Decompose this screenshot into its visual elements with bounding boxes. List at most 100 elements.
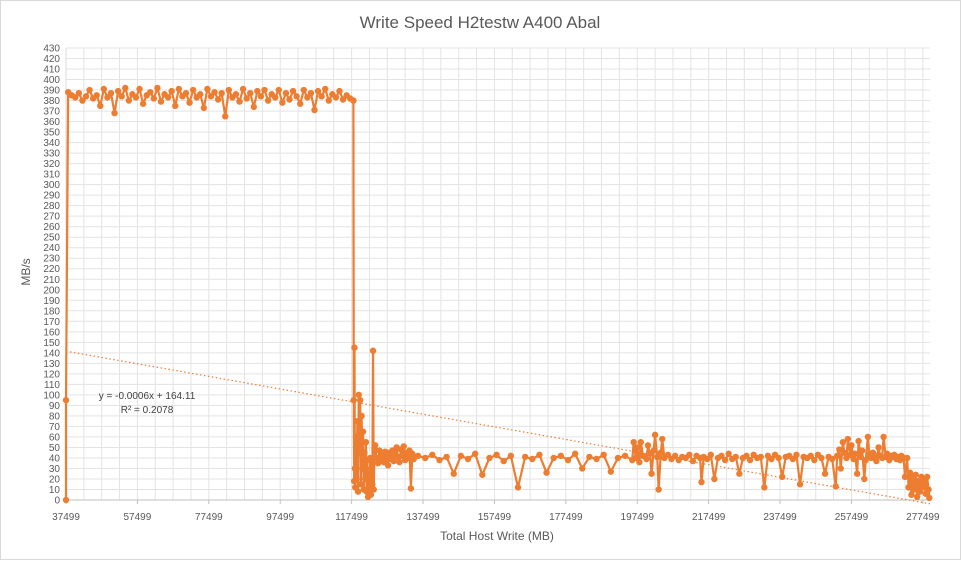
- data-point: [864, 433, 872, 441]
- y-tick-label: 270: [43, 212, 60, 223]
- data-point: [529, 455, 536, 463]
- data-point: [356, 396, 364, 404]
- data-point: [711, 475, 718, 483]
- data-point: [132, 94, 140, 101]
- data-point: [350, 396, 357, 404]
- data-point: [853, 470, 861, 477]
- data-point: [111, 109, 118, 117]
- data-point: [282, 90, 290, 97]
- y-tick-label: 190: [43, 296, 60, 307]
- data-point: [880, 433, 887, 441]
- y-tick-label: 30: [49, 464, 61, 475]
- y-tick-label: 220: [43, 264, 60, 275]
- data-point: [725, 450, 732, 457]
- y-axis-title: MB/s: [19, 258, 33, 285]
- data-point: [189, 86, 197, 94]
- data-point: [479, 471, 486, 478]
- data-point: [686, 451, 693, 458]
- data-point: [168, 87, 175, 95]
- data-point: [204, 85, 211, 93]
- y-tick-label: 290: [43, 191, 60, 202]
- data-point: [486, 454, 493, 462]
- x-tick-label: 217499: [692, 512, 726, 523]
- data-point: [175, 85, 183, 93]
- data-point: [862, 456, 869, 464]
- data-point: [637, 438, 645, 446]
- y-tick-label: 250: [43, 233, 60, 244]
- data-point: [182, 90, 190, 97]
- data-point: [318, 93, 325, 100]
- y-tick-label: 140: [43, 348, 60, 359]
- data-point: [443, 453, 450, 461]
- data-point: [450, 470, 457, 477]
- data-point: [307, 90, 315, 97]
- data-point: [214, 96, 222, 103]
- data-point: [630, 438, 637, 446]
- data-point: [746, 456, 754, 464]
- data-point: [789, 455, 797, 463]
- y-tick-label: 260: [43, 222, 60, 233]
- y-tick-label: 360: [43, 117, 60, 128]
- data-series: [62, 84, 933, 504]
- data-point: [222, 113, 229, 120]
- chart-title: Write Speed H2testw A400 Abal: [360, 13, 601, 32]
- data-point: [857, 453, 864, 461]
- data-point: [818, 454, 825, 462]
- data-point: [457, 452, 465, 460]
- axes: 0102030405060708090100110120130140150160…: [43, 44, 940, 524]
- data-point: [648, 470, 655, 477]
- data-point: [657, 449, 665, 456]
- data-point: [923, 473, 931, 481]
- data-point: [154, 84, 161, 92]
- data-point: [325, 97, 332, 104]
- data-point: [643, 455, 650, 463]
- x-tick-label: 277499: [906, 512, 940, 523]
- x-tick-label: 197499: [621, 512, 655, 523]
- y-tick-label: 60: [49, 432, 61, 443]
- data-point: [100, 85, 108, 93]
- data-point: [136, 85, 143, 93]
- data-point: [197, 91, 204, 98]
- data-point: [336, 87, 343, 95]
- data-point: [621, 452, 629, 460]
- data-point: [82, 93, 90, 100]
- data-point: [314, 87, 322, 95]
- y-tick-label: 100: [43, 390, 60, 401]
- data-point: [407, 485, 415, 492]
- data-point: [339, 96, 347, 103]
- data-point: [650, 447, 657, 454]
- data-point: [365, 470, 372, 477]
- data-point: [793, 451, 800, 458]
- data-point: [359, 465, 366, 472]
- data-point: [356, 449, 363, 456]
- data-point: [761, 484, 768, 491]
- x-tick-label: 77499: [195, 512, 223, 523]
- data-point: [507, 452, 515, 460]
- data-point: [743, 452, 750, 460]
- data-point: [86, 86, 93, 94]
- data-point: [550, 454, 557, 462]
- data-point: [832, 483, 839, 490]
- y-tick-label: 200: [43, 285, 60, 296]
- data-point: [471, 450, 479, 457]
- trendline-equation: y = -0.0006x + 164.11: [99, 391, 196, 402]
- x-tick-label: 57499: [123, 512, 151, 523]
- data-point: [855, 437, 862, 445]
- data-point: [721, 456, 729, 464]
- data-point: [655, 486, 662, 493]
- data-point: [367, 491, 375, 498]
- data-point: [571, 450, 579, 457]
- data-point: [368, 465, 375, 472]
- data-point: [600, 451, 607, 458]
- data-point: [232, 91, 240, 98]
- data-point: [925, 486, 932, 493]
- data-point: [150, 95, 158, 102]
- data-point: [841, 449, 848, 456]
- data-point: [247, 90, 254, 97]
- data-point: [514, 484, 522, 491]
- data-point: [837, 465, 844, 472]
- data-point: [421, 454, 429, 462]
- y-tick-label: 400: [43, 75, 60, 86]
- data-point: [400, 443, 407, 450]
